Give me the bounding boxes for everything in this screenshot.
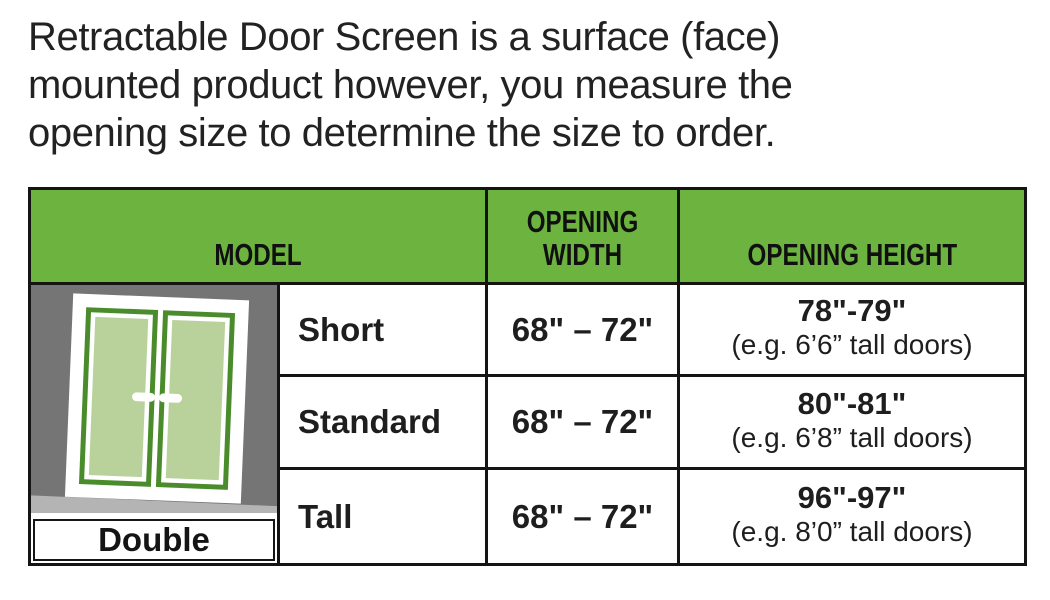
height-example-tall: (e.g. 8’0” tall doors) bbox=[731, 516, 973, 548]
header-opening-width-label: OPENING WIDTH bbox=[526, 203, 639, 272]
intro-line-3: opening size to determine the size to or… bbox=[28, 111, 776, 155]
door-unit bbox=[64, 293, 250, 504]
model-cell-tall: Tall bbox=[277, 467, 488, 566]
double-door-diagram bbox=[31, 285, 277, 517]
double-door-illustration: Double bbox=[31, 285, 277, 563]
width-cell-short: 68" – 72" bbox=[485, 282, 680, 377]
header-opening-height-label: OPENING HEIGHT bbox=[747, 237, 957, 272]
table-row-tall: Tall 68" – 72" 96"-97" (e.g. 8’0” tall d… bbox=[30, 467, 1027, 566]
door-image-cell: Double bbox=[28, 282, 280, 566]
diagram-bottom-gap bbox=[31, 513, 277, 517]
width-cell-tall: 68" – 72" bbox=[485, 467, 680, 566]
door-sill bbox=[31, 495, 277, 514]
sizing-table: MODEL OPENING WIDTH OPENING HEIGHT bbox=[28, 187, 1027, 566]
width-cell-standard: 68" – 72" bbox=[485, 374, 680, 470]
table-row-standard: Standard 68" – 72" 80"-81" (e.g. 6’8” ta… bbox=[30, 374, 1027, 470]
model-cell-standard: Standard bbox=[277, 374, 488, 470]
header-model-label: MODEL bbox=[214, 237, 302, 272]
door-left-handle bbox=[132, 392, 156, 402]
height-cell-tall: 96"-97" (e.g. 8’0” tall doors) bbox=[677, 467, 1027, 566]
height-cell-short: 78"-79" (e.g. 6’6” tall doors) bbox=[677, 282, 1027, 377]
header-opening-height: OPENING HEIGHT bbox=[677, 187, 1027, 285]
height-cell-standard: 80"-81" (e.g. 6’8” tall doors) bbox=[677, 374, 1027, 470]
height-example-short: (e.g. 6’6” tall doors) bbox=[731, 329, 973, 361]
intro-line-1: Retractable Door Screen is a surface (fa… bbox=[28, 15, 781, 59]
door-left-glass bbox=[88, 316, 149, 478]
height-example-standard: (e.g. 6’8” tall doors) bbox=[731, 421, 973, 453]
height-range-short: 78"-79" bbox=[797, 293, 907, 329]
height-range-tall: 96"-97" bbox=[797, 480, 907, 516]
height-range-standard: 80"-81" bbox=[797, 385, 907, 421]
intro-line-2: mounted product however, you measure the bbox=[28, 63, 793, 107]
header-row: MODEL OPENING WIDTH OPENING HEIGHT bbox=[28, 187, 1027, 285]
model-cell-short: Short bbox=[277, 282, 488, 377]
header-model: MODEL bbox=[28, 187, 488, 285]
door-right-handle bbox=[159, 393, 183, 403]
intro-paragraph: Retractable Door Screen is a surface (fa… bbox=[28, 13, 793, 157]
table-row-short: Double Short 68" – 72" 78"-79" (e.g. 6’6… bbox=[28, 282, 1027, 566]
door-type-label: Double bbox=[33, 519, 275, 561]
door-right-glass bbox=[165, 319, 226, 481]
header-opening-width: OPENING WIDTH bbox=[485, 187, 680, 285]
